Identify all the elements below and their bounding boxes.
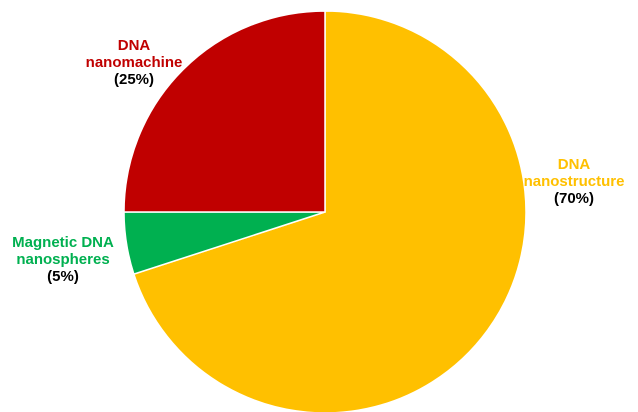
slice-percent: (25%) (113, 71, 154, 88)
slice-percent: (5%) (47, 268, 79, 285)
slice-percent: (70%) (553, 190, 594, 207)
slice-name-line: DNA (117, 37, 151, 54)
slice-label-dna-nanostructure: DNA nanostructure (70%) (517, 156, 631, 207)
slice-name-line: Magnetic DNA (12, 234, 114, 251)
pie-slice-dna-nanomachine (123, 10, 326, 213)
slice-name-line: nanostructure (523, 173, 625, 190)
pie-slice-dna-nanostructure (132, 10, 527, 412)
slice-name-line: nanomachine (85, 54, 183, 71)
slice-label-magnetic-dna-nanospheres: Magnetic DNA nanospheres (5%) (2, 234, 124, 285)
slice-name-line: DNA (557, 156, 591, 173)
slice-label-dna-nanomachine: DNA nanomachine (25%) (70, 37, 198, 88)
slice-name-line: nanospheres (16, 251, 110, 268)
